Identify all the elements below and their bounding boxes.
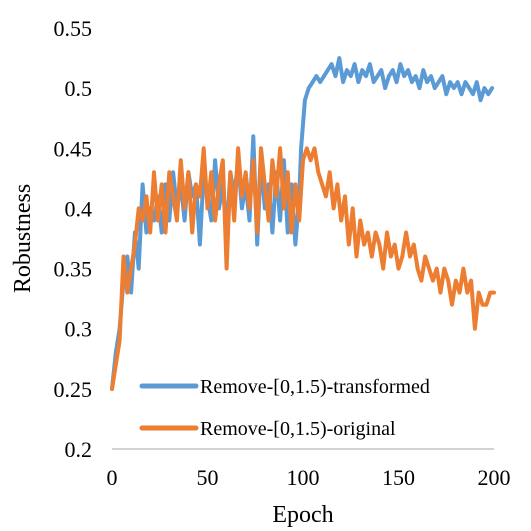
series-line-original [110,146,496,391]
plot-area: 0 50 100 150 200 0.2 0.25 0.3 0.35 0.4 0.45 0.5 0.5… [54,16,511,490]
x-tick-label: 150 [382,465,415,490]
y-tick-label: 0.35 [54,257,93,282]
x-tick-label: 200 [478,465,511,490]
x-tick-label: 50 [197,465,219,490]
y-tick-label: 0.45 [54,136,93,161]
legend: Remove-[0,1.5)-transformed Remove-[0,1.5… [139,376,430,440]
y-tick-label: 0.5 [65,76,93,101]
y-tick-label: 0.25 [54,377,93,402]
x-axis-label: Epoch [272,502,333,528]
legend-label-original: Remove-[0,1.5)-original [200,418,396,440]
y-axis-label: Robustness [10,184,36,293]
x-tick-label: 0 [107,465,118,490]
series-layer [110,56,496,391]
y-tick-label: 0.3 [65,317,93,342]
y-tick-label: 0.55 [54,16,93,41]
y-axis-ticks: 0.2 0.25 0.3 0.35 0.4 0.45 0.5 0.55 [54,16,93,462]
x-axis-ticks: 0 50 100 150 200 [107,465,511,490]
legend-label-transformed: Remove-[0,1.5)-transformed [200,376,430,398]
y-tick-label: 0.4 [65,196,93,221]
y-tick-label: 0.2 [65,437,93,462]
x-tick-label: 100 [287,465,320,490]
series-line-transformed [110,56,495,391]
